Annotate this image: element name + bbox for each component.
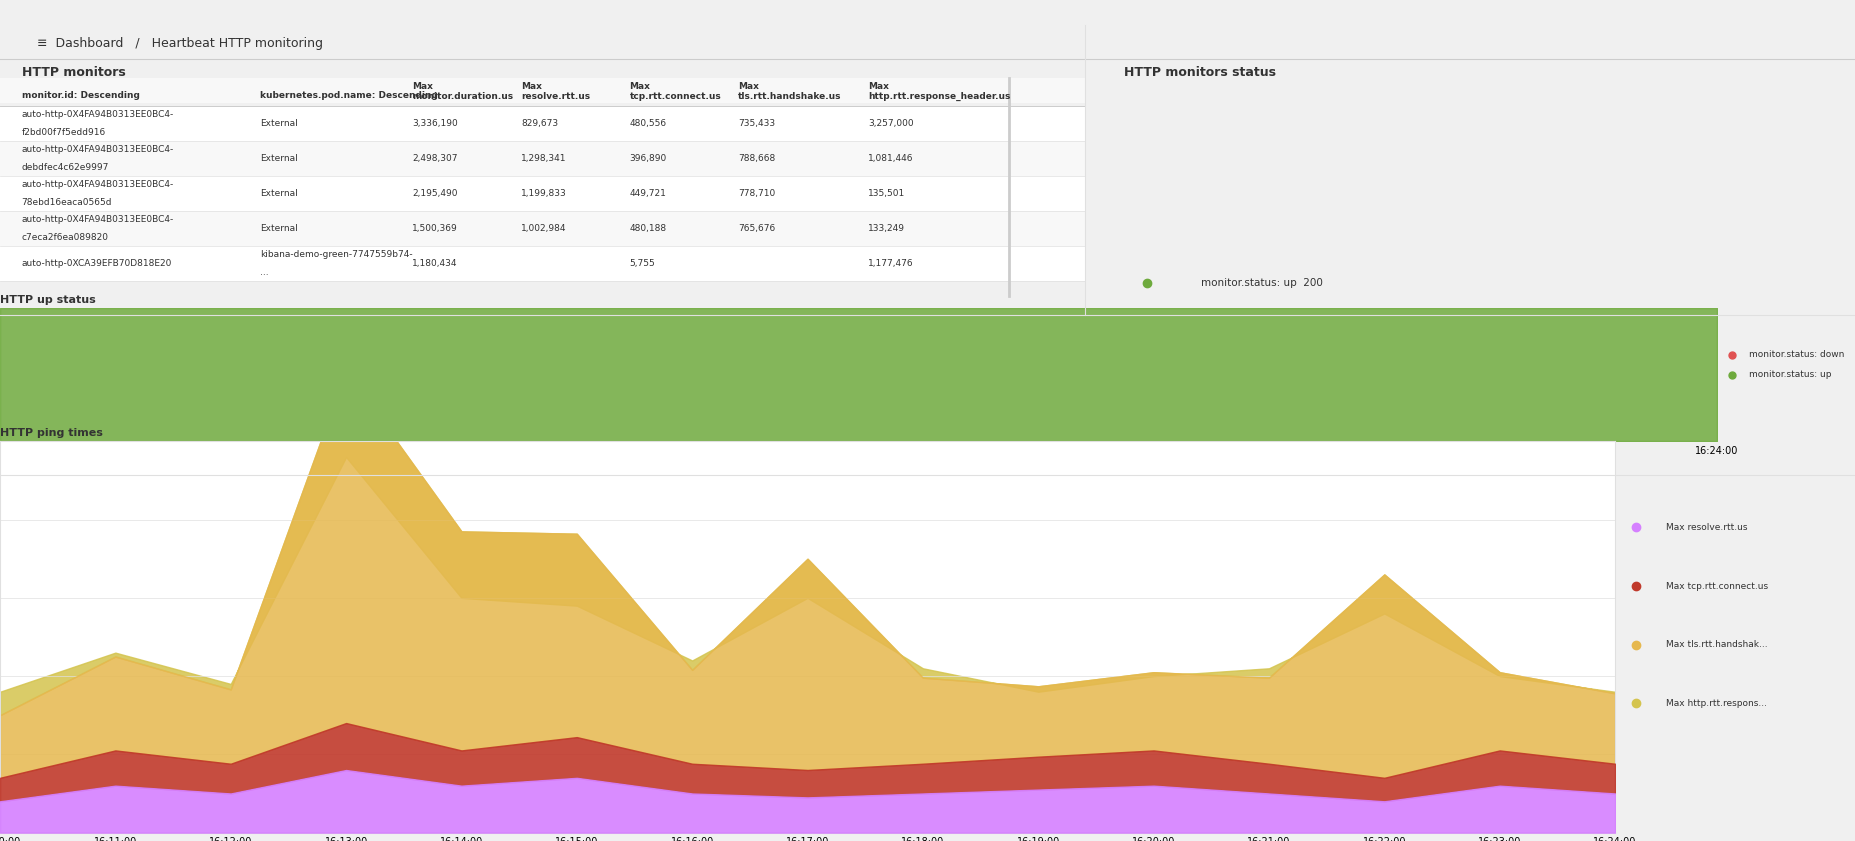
Text: f2bd00f7f5edd916: f2bd00f7f5edd916 bbox=[22, 128, 106, 137]
Text: 1,177,476: 1,177,476 bbox=[868, 259, 915, 267]
Text: c7eca2f6ea089820: c7eca2f6ea089820 bbox=[22, 233, 109, 241]
Text: HTTP ping times: HTTP ping times bbox=[0, 428, 102, 438]
Text: 449,721: 449,721 bbox=[629, 189, 666, 198]
Text: Max tcp.rtt.connect.us: Max tcp.rtt.connect.us bbox=[1666, 582, 1768, 590]
Text: 1,180,434: 1,180,434 bbox=[412, 259, 458, 267]
Text: Max http.rtt.respons...: Max http.rtt.respons... bbox=[1666, 699, 1766, 708]
Text: Max tls.rtt.handshak...: Max tls.rtt.handshak... bbox=[1666, 640, 1768, 649]
Text: ...: ... bbox=[260, 267, 269, 277]
Text: kibana-demo-green-7747559b74-: kibana-demo-green-7747559b74- bbox=[260, 250, 414, 259]
Text: debdfec4c62e9997: debdfec4c62e9997 bbox=[22, 162, 109, 172]
Text: http.rtt.response_header.us: http.rtt.response_header.us bbox=[868, 92, 1011, 101]
Text: ≡  Dashboard   /   Heartbeat HTTP monitoring: ≡ Dashboard / Heartbeat HTTP monitoring bbox=[37, 37, 323, 50]
Text: tcp.rtt.connect.us: tcp.rtt.connect.us bbox=[629, 92, 722, 101]
Text: 3,336,190: 3,336,190 bbox=[412, 119, 458, 128]
Text: 735,433: 735,433 bbox=[738, 119, 775, 128]
Text: 2,195,490: 2,195,490 bbox=[412, 189, 458, 198]
Text: 2,498,307: 2,498,307 bbox=[412, 154, 458, 163]
Text: monitor.status: up  200: monitor.status: up 200 bbox=[1200, 278, 1323, 288]
Text: monitor.status: down: monitor.status: down bbox=[1749, 351, 1844, 359]
Text: HTTP monitors: HTTP monitors bbox=[22, 66, 126, 79]
Text: 1,298,341: 1,298,341 bbox=[521, 154, 566, 163]
Text: monitor.status: up: monitor.status: up bbox=[1749, 370, 1831, 379]
Text: auto-http-0X4FA94B0313EE0BC4-: auto-http-0X4FA94B0313EE0BC4- bbox=[22, 180, 174, 189]
Text: Max: Max bbox=[629, 82, 651, 91]
Text: 480,188: 480,188 bbox=[629, 224, 666, 233]
FancyBboxPatch shape bbox=[0, 176, 1085, 211]
Text: 1,500,369: 1,500,369 bbox=[412, 224, 458, 233]
FancyBboxPatch shape bbox=[0, 78, 1085, 103]
Text: auto-http-0X4FA94B0313EE0BC4-: auto-http-0X4FA94B0313EE0BC4- bbox=[22, 110, 174, 119]
Text: External: External bbox=[260, 189, 299, 198]
FancyBboxPatch shape bbox=[0, 246, 1085, 281]
Text: 778,710: 778,710 bbox=[738, 189, 775, 198]
Circle shape bbox=[1311, 381, 1434, 502]
Text: tls.rtt.handshake.us: tls.rtt.handshake.us bbox=[738, 92, 842, 101]
Text: 78ebd16eaca0565d: 78ebd16eaca0565d bbox=[22, 198, 111, 207]
Text: Max: Max bbox=[868, 82, 889, 91]
Text: 765,676: 765,676 bbox=[738, 224, 775, 233]
Text: HTTP up status: HTTP up status bbox=[0, 294, 96, 304]
Text: Max: Max bbox=[521, 82, 542, 91]
Text: HTTP monitors status: HTTP monitors status bbox=[1124, 66, 1276, 79]
Text: resolve.rtt.us: resolve.rtt.us bbox=[521, 92, 590, 101]
X-axis label: @timestamp per 30 seconds: @timestamp per 30 seconds bbox=[783, 462, 933, 472]
Text: 1,081,446: 1,081,446 bbox=[868, 154, 915, 163]
Text: 1,199,833: 1,199,833 bbox=[521, 189, 566, 198]
Text: External: External bbox=[260, 224, 299, 233]
Text: auto-http-0X4FA94B0313EE0BC4-: auto-http-0X4FA94B0313EE0BC4- bbox=[22, 145, 174, 154]
Text: Max: Max bbox=[738, 82, 759, 91]
FancyBboxPatch shape bbox=[0, 211, 1085, 246]
Text: 5,755: 5,755 bbox=[629, 259, 655, 267]
Text: 480,556: 480,556 bbox=[629, 119, 666, 128]
Text: Max: Max bbox=[412, 82, 434, 91]
Text: kubernetes.pod.name: Descending: kubernetes.pod.name: Descending bbox=[260, 92, 438, 100]
Text: 133,249: 133,249 bbox=[868, 224, 905, 233]
Text: 788,668: 788,668 bbox=[738, 154, 775, 163]
Text: External: External bbox=[260, 154, 299, 163]
FancyBboxPatch shape bbox=[0, 141, 1085, 176]
Text: Max resolve.rtt.us: Max resolve.rtt.us bbox=[1666, 523, 1747, 532]
Text: auto-http-0X4FA94B0313EE0BC4-: auto-http-0X4FA94B0313EE0BC4- bbox=[22, 215, 174, 224]
FancyBboxPatch shape bbox=[0, 106, 1085, 141]
Text: 396,890: 396,890 bbox=[629, 154, 666, 163]
Text: 135,501: 135,501 bbox=[868, 189, 905, 198]
Text: monitor.duration.us: monitor.duration.us bbox=[412, 92, 514, 101]
Text: 829,673: 829,673 bbox=[521, 119, 558, 128]
Circle shape bbox=[1291, 361, 1454, 522]
Text: External: External bbox=[260, 119, 299, 128]
Text: monitor.id: Descending: monitor.id: Descending bbox=[22, 92, 139, 100]
Circle shape bbox=[1334, 403, 1412, 480]
Text: auto-http-0XCA39EFB70D818E20: auto-http-0XCA39EFB70D818E20 bbox=[22, 259, 173, 267]
Text: 1,002,984: 1,002,984 bbox=[521, 224, 566, 233]
Text: 3,257,000: 3,257,000 bbox=[868, 119, 915, 128]
